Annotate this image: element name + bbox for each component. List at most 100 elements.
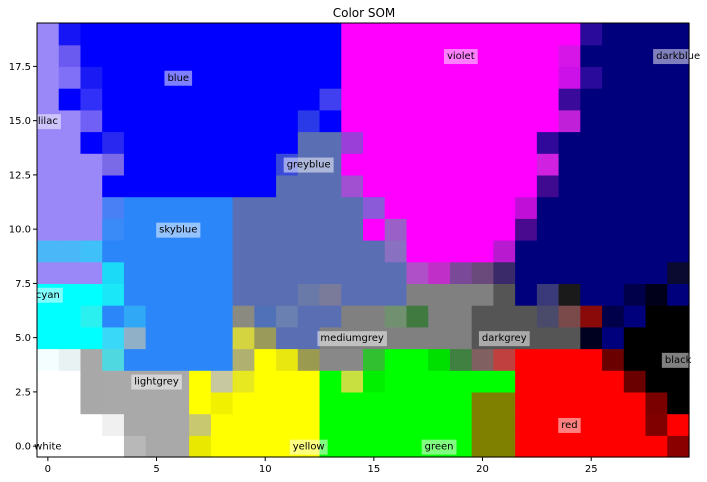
x-tick-label: 5 xyxy=(153,464,159,475)
heatmap-cell xyxy=(58,261,82,284)
heatmap-cell xyxy=(406,109,429,133)
heatmap-cell xyxy=(536,131,560,154)
heatmap-cell xyxy=(363,305,386,328)
heatmap-cell xyxy=(80,348,103,371)
heatmap-cell xyxy=(210,153,234,176)
plot-frame xyxy=(36,22,690,458)
heatmap-cell xyxy=(428,88,451,111)
x-tick-label: 0 xyxy=(45,464,51,475)
cluster-annotation: yellow xyxy=(289,439,328,455)
heatmap-cell xyxy=(428,131,451,154)
heatmap-cell xyxy=(58,109,82,133)
cluster-annotation: skyblue xyxy=(156,222,201,238)
heatmap-cell xyxy=(406,66,429,89)
heatmap-cell xyxy=(602,66,625,89)
heatmap-cell xyxy=(515,174,538,198)
heatmap-cell xyxy=(167,131,190,154)
y-tick-label: 10.0 xyxy=(9,225,31,236)
heatmap-cell xyxy=(471,153,494,176)
heatmap-cell xyxy=(123,391,147,415)
heatmap-cell xyxy=(471,240,494,263)
heatmap-cell xyxy=(580,413,603,436)
heatmap-cell xyxy=(102,88,125,111)
heatmap-cell xyxy=(189,23,212,46)
heatmap-cell xyxy=(210,348,234,371)
heatmap-cell xyxy=(189,131,212,154)
heatmap-cell xyxy=(363,44,386,67)
heatmap-cell xyxy=(667,283,690,306)
y-tick-label: 17.5 xyxy=(9,62,31,73)
cluster-label: white xyxy=(34,442,61,453)
heatmap-cell xyxy=(232,413,255,436)
cluster-label: lightgrey xyxy=(134,377,179,388)
heatmap-cell xyxy=(210,240,234,263)
heatmap-cell xyxy=(536,413,560,436)
heatmap-cell xyxy=(623,88,647,111)
heatmap-cell xyxy=(515,153,538,176)
heatmap-cell xyxy=(319,305,342,328)
heatmap-cell xyxy=(319,23,342,46)
heatmap-cell xyxy=(80,153,103,176)
heatmap-cell xyxy=(384,283,408,306)
heatmap-cell xyxy=(580,174,603,198)
heatmap-cell xyxy=(167,413,190,436)
heatmap-cell xyxy=(471,305,494,328)
heatmap-cell xyxy=(123,196,147,219)
heatmap-cell xyxy=(232,326,255,350)
heatmap-cell xyxy=(667,305,690,328)
heatmap-cell xyxy=(536,391,560,415)
heatmap-cell xyxy=(406,153,429,176)
heatmap-cell xyxy=(645,218,668,241)
heatmap-cell xyxy=(232,261,255,284)
cluster-label: mediumgrey xyxy=(320,333,383,344)
heatmap-cell xyxy=(37,174,60,198)
heatmap-cell xyxy=(645,391,668,415)
heatmap-cell xyxy=(145,66,168,89)
heatmap-cell xyxy=(493,305,516,328)
heatmap-cell xyxy=(102,153,125,176)
chart-title: Color SOM xyxy=(333,6,396,20)
heatmap-cell xyxy=(623,240,647,263)
heatmap-cell xyxy=(558,435,581,458)
heatmap-cell xyxy=(254,435,277,458)
heatmap-cell xyxy=(580,435,603,458)
heatmap-cell xyxy=(297,370,321,393)
heatmap-cell xyxy=(123,435,147,458)
heatmap-cell xyxy=(102,23,125,46)
heatmap-cell xyxy=(80,283,103,306)
cluster-annotation: cyan xyxy=(32,287,63,303)
heatmap-cell xyxy=(363,88,386,111)
heatmap-cell xyxy=(80,240,103,263)
heatmap-cell xyxy=(406,326,429,350)
heatmap-cell xyxy=(536,88,560,111)
heatmap-cell xyxy=(232,66,255,89)
heatmap-cell xyxy=(189,283,212,306)
cluster-annotation: lightgrey xyxy=(131,374,182,390)
heatmap-cell xyxy=(471,435,494,458)
heatmap-cell xyxy=(623,283,647,306)
heatmap-cell xyxy=(493,348,516,371)
heatmap-cell xyxy=(406,240,429,263)
heatmap-cell xyxy=(428,391,451,415)
heatmap-cell xyxy=(319,196,342,219)
heatmap-cell xyxy=(297,23,321,46)
heatmap-cell xyxy=(667,326,690,350)
heatmap-cell xyxy=(145,391,168,415)
heatmap-cell xyxy=(384,44,408,67)
heatmap-cell xyxy=(623,391,647,415)
heatmap-cell xyxy=(123,174,147,198)
cluster-annotation: mediumgrey xyxy=(317,331,387,347)
heatmap-cell xyxy=(515,283,538,306)
heatmap-cell xyxy=(580,391,603,415)
heatmap-cell xyxy=(558,261,581,284)
heatmap-cell xyxy=(667,218,690,241)
heatmap-cell xyxy=(384,66,408,89)
heatmap-cell xyxy=(102,240,125,263)
cluster-label-box xyxy=(164,70,193,86)
heatmap-cell xyxy=(428,283,451,306)
heatmap-cell xyxy=(123,218,147,241)
heatmap-cell xyxy=(102,109,125,133)
heatmap-cell xyxy=(341,218,364,241)
heatmap-cell xyxy=(493,66,516,89)
heatmap-cell xyxy=(645,174,668,198)
